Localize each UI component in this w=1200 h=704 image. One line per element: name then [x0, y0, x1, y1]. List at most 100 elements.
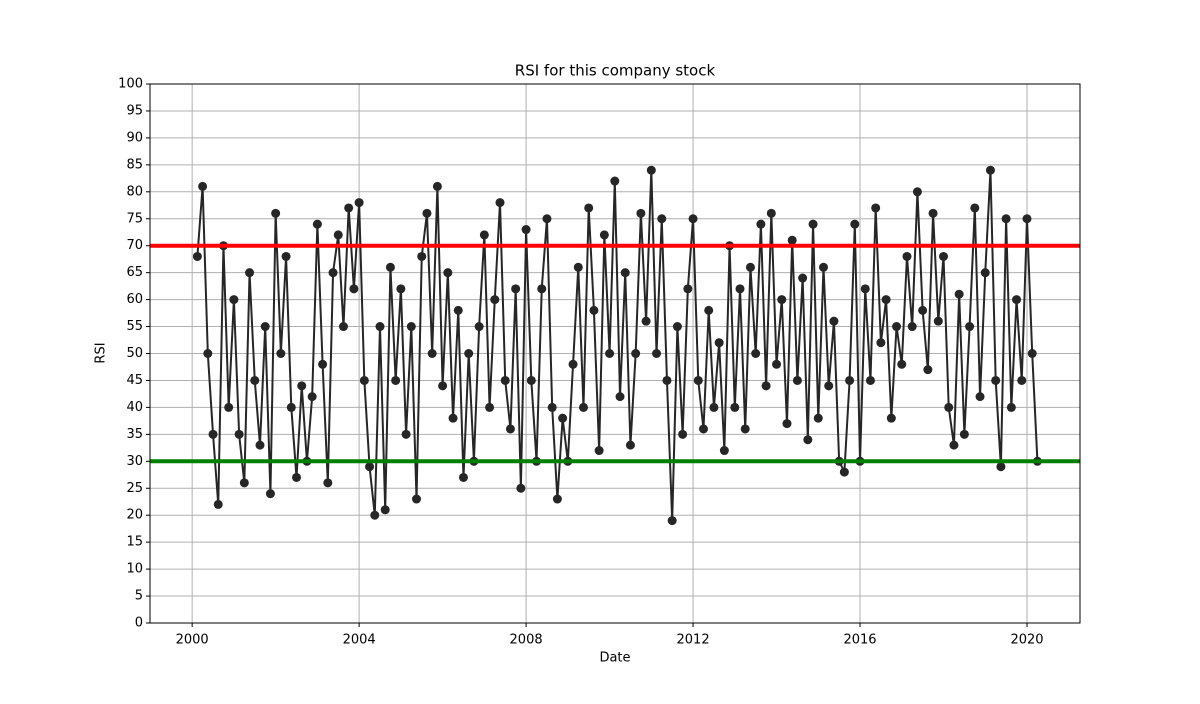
data-point	[798, 273, 808, 283]
data-point	[693, 375, 703, 385]
y-tick-label: 20	[126, 508, 143, 523]
data-point	[328, 268, 338, 278]
y-tick-label: 75	[126, 211, 143, 226]
data-point	[933, 316, 943, 326]
data-point	[584, 203, 594, 213]
data-point	[824, 381, 834, 391]
data-point	[652, 349, 662, 358]
data-point	[526, 375, 536, 385]
data-point	[641, 316, 651, 326]
data-point	[338, 322, 348, 332]
data-point	[307, 392, 317, 402]
data-point	[620, 268, 630, 278]
data-point	[772, 359, 782, 369]
data-point	[370, 510, 380, 520]
data-point	[323, 478, 333, 488]
data-point	[490, 295, 500, 305]
data-point	[458, 472, 468, 482]
data-point	[667, 516, 677, 526]
data-point	[902, 251, 912, 261]
data-point	[422, 208, 432, 218]
data-point	[845, 375, 855, 385]
data-point	[495, 198, 505, 208]
y-tick-label: 60	[126, 292, 143, 307]
data-point	[265, 489, 275, 499]
data-point	[803, 435, 813, 445]
data-point	[250, 375, 260, 385]
data-point	[464, 349, 474, 358]
data-point	[657, 214, 667, 224]
data-point	[954, 289, 964, 299]
data-point	[745, 262, 755, 272]
data-point	[970, 203, 980, 213]
y-tick-label: 15	[126, 535, 143, 550]
data-point	[505, 424, 515, 434]
data-point	[208, 429, 218, 439]
data-point	[412, 494, 422, 504]
data-point	[980, 268, 990, 278]
data-point	[427, 349, 437, 358]
data-point	[438, 381, 448, 391]
data-point	[365, 462, 375, 472]
data-point	[918, 305, 928, 315]
data-point	[881, 295, 891, 305]
data-point	[500, 375, 510, 385]
data-point	[985, 165, 995, 175]
series-line	[196, 170, 1039, 521]
data-point	[281, 251, 291, 261]
data-point	[965, 322, 975, 332]
y-tick-label: 100	[118, 77, 143, 92]
data-point	[443, 268, 453, 278]
data-point	[558, 413, 568, 423]
data-point	[239, 478, 249, 488]
x-tick-label: 2008	[510, 633, 543, 648]
data-point	[359, 375, 369, 385]
data-point	[818, 262, 828, 272]
chart-title: RSI for this company stock	[515, 62, 716, 80]
data-point	[907, 322, 917, 332]
data-point	[923, 365, 933, 375]
data-point	[589, 305, 599, 315]
data-point	[245, 268, 255, 278]
data-point	[1017, 375, 1027, 385]
data-point	[761, 381, 771, 391]
data-point	[860, 284, 870, 294]
data-point	[928, 208, 938, 218]
y-tick-label: 95	[126, 103, 143, 118]
x-tick-label: 2012	[677, 633, 710, 648]
y-tick-label: 65	[126, 265, 143, 280]
y-tick-label: 10	[126, 562, 143, 577]
data-point	[892, 322, 902, 332]
data-point	[198, 181, 208, 191]
data-point	[485, 402, 495, 412]
data-point	[537, 284, 547, 294]
plot-frame	[149, 83, 1081, 624]
data-point	[271, 208, 281, 218]
y-tick-label: 5	[135, 589, 143, 604]
data-point	[683, 284, 693, 294]
data-point	[213, 499, 223, 509]
data-point	[991, 375, 1001, 385]
y-tick-label: 0	[135, 616, 143, 631]
y-tick-label: 50	[126, 346, 143, 361]
y-tick-label: 35	[126, 427, 143, 442]
data-point	[1001, 214, 1011, 224]
data-point	[511, 284, 521, 294]
data-point	[391, 375, 401, 385]
data-point	[1022, 214, 1032, 224]
data-point	[573, 262, 583, 272]
y-tick-label: 30	[126, 454, 143, 469]
data-point	[380, 505, 390, 515]
data-point	[719, 446, 729, 456]
data-point	[599, 230, 609, 240]
data-point	[865, 375, 875, 385]
data-point	[1012, 295, 1022, 305]
data-point	[782, 419, 792, 429]
data-point	[871, 203, 881, 213]
data-point	[678, 429, 688, 439]
data-point	[912, 187, 922, 197]
x-tick-label: 2000	[176, 633, 209, 648]
data-point	[897, 359, 907, 369]
y-tick-label: 90	[126, 130, 143, 145]
data-point	[396, 284, 406, 294]
